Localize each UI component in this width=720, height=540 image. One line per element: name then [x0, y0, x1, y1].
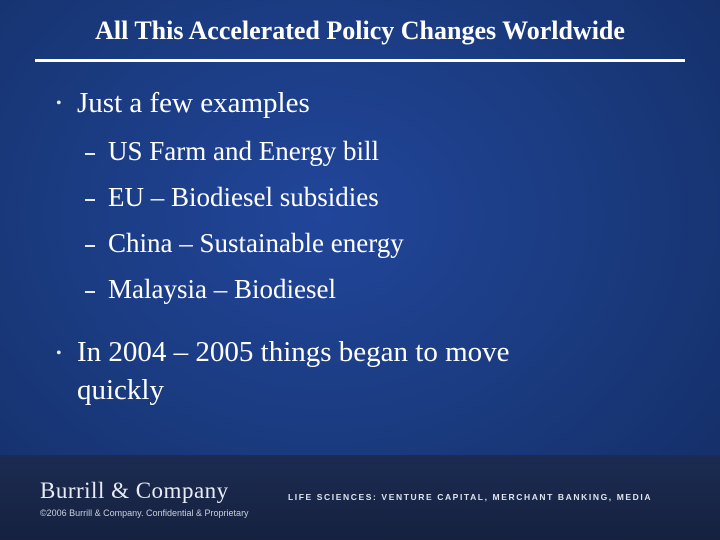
company-logo: Burrill & Company — [40, 478, 229, 503]
bullet-text-line1: In 2004 – 2005 things began to move — [77, 336, 510, 368]
dash-icon — [85, 291, 95, 293]
footer-band — [0, 455, 720, 540]
bullet-text-line2: quickly — [77, 374, 164, 406]
copyright-text: ©2006 Burrill & Company. Confidential & … — [40, 508, 249, 518]
dash-icon — [85, 199, 95, 201]
bullet-dot-icon: • — [56, 95, 62, 112]
bullet-text: Just a few examples — [77, 87, 310, 119]
slide-title: All This Accelerated Policy Changes Worl… — [95, 16, 625, 45]
dash-icon — [85, 245, 95, 247]
title-underline — [35, 59, 685, 62]
sub-bullet-text: Malaysia – Biodiesel — [108, 274, 336, 304]
bullet-dot-icon: • — [56, 345, 62, 362]
sub-bullet-text: US Farm and Energy bill — [108, 136, 379, 166]
sub-bullet-text: China – Sustainable energy — [108, 228, 404, 258]
company-tagline: LIFE SCIENCES: VENTURE CAPITAL, MERCHANT… — [288, 492, 653, 502]
dash-icon — [85, 153, 95, 155]
sub-bullet-text: EU – Biodiesel subsidies — [108, 182, 379, 212]
